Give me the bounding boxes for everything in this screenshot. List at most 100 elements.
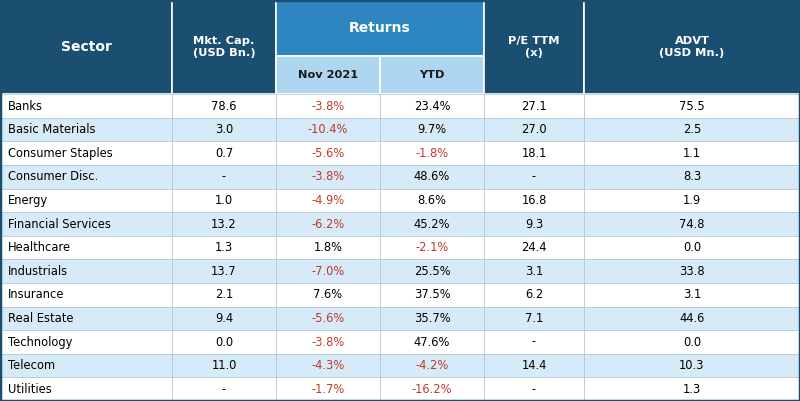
Text: YTD: YTD bbox=[419, 70, 445, 80]
Text: 11.0: 11.0 bbox=[211, 359, 237, 372]
Text: -6.2%: -6.2% bbox=[311, 217, 345, 231]
Bar bbox=[276, 212, 380, 236]
Bar bbox=[276, 377, 380, 401]
Text: 0.7: 0.7 bbox=[215, 147, 233, 160]
Bar bbox=[276, 354, 380, 377]
Bar bbox=[380, 330, 484, 354]
Bar bbox=[0, 212, 172, 236]
Text: Utilities: Utilities bbox=[8, 383, 52, 396]
Bar bbox=[0, 142, 172, 165]
Text: -7.0%: -7.0% bbox=[311, 265, 345, 278]
Text: 18.1: 18.1 bbox=[522, 147, 546, 160]
Bar bbox=[172, 94, 276, 118]
Text: 44.6: 44.6 bbox=[679, 312, 705, 325]
Text: 9.3: 9.3 bbox=[525, 217, 543, 231]
Text: 3.1: 3.1 bbox=[525, 265, 543, 278]
Bar bbox=[484, 377, 584, 401]
Bar bbox=[172, 377, 276, 401]
Text: Healthcare: Healthcare bbox=[8, 241, 71, 254]
Bar bbox=[484, 142, 584, 165]
Text: -: - bbox=[222, 170, 226, 183]
Bar bbox=[380, 377, 484, 401]
Bar bbox=[276, 165, 380, 188]
Text: 27.1: 27.1 bbox=[521, 99, 547, 113]
Bar bbox=[584, 212, 800, 236]
Text: P/E TTM
(x): P/E TTM (x) bbox=[508, 36, 560, 58]
Text: -: - bbox=[532, 336, 536, 348]
Bar bbox=[172, 283, 276, 307]
Text: Technology: Technology bbox=[8, 336, 72, 348]
Text: 9.7%: 9.7% bbox=[418, 123, 446, 136]
Bar bbox=[584, 259, 800, 283]
Bar bbox=[0, 377, 172, 401]
Bar bbox=[172, 212, 276, 236]
Bar bbox=[380, 212, 484, 236]
Text: 3.1: 3.1 bbox=[683, 288, 701, 301]
Text: -: - bbox=[222, 383, 226, 396]
Text: -10.4%: -10.4% bbox=[308, 123, 348, 136]
Bar bbox=[584, 377, 800, 401]
Text: -3.8%: -3.8% bbox=[311, 99, 345, 113]
Bar bbox=[172, 330, 276, 354]
Bar bbox=[584, 0, 800, 94]
Text: -4.2%: -4.2% bbox=[415, 359, 449, 372]
Bar bbox=[0, 354, 172, 377]
Bar bbox=[584, 283, 800, 307]
Bar bbox=[276, 118, 380, 142]
Text: 10.3: 10.3 bbox=[679, 359, 705, 372]
Bar bbox=[276, 330, 380, 354]
Text: 74.8: 74.8 bbox=[679, 217, 705, 231]
Bar bbox=[172, 236, 276, 259]
Text: Industrials: Industrials bbox=[8, 265, 68, 278]
Text: -4.3%: -4.3% bbox=[311, 359, 345, 372]
Bar bbox=[484, 165, 584, 188]
Bar bbox=[584, 330, 800, 354]
Text: 37.5%: 37.5% bbox=[414, 288, 450, 301]
Text: 7.6%: 7.6% bbox=[314, 288, 342, 301]
Text: -5.6%: -5.6% bbox=[311, 312, 345, 325]
Text: 8.6%: 8.6% bbox=[418, 194, 446, 207]
Text: 14.4: 14.4 bbox=[522, 359, 546, 372]
Text: 2.1: 2.1 bbox=[215, 288, 233, 301]
Bar bbox=[172, 354, 276, 377]
Text: -: - bbox=[532, 383, 536, 396]
Text: 33.8: 33.8 bbox=[679, 265, 705, 278]
Text: 0.0: 0.0 bbox=[683, 241, 701, 254]
Text: 0.0: 0.0 bbox=[683, 336, 701, 348]
Bar bbox=[0, 118, 172, 142]
Bar bbox=[380, 259, 484, 283]
Bar bbox=[380, 56, 484, 94]
Text: -4.9%: -4.9% bbox=[311, 194, 345, 207]
Text: 35.7%: 35.7% bbox=[414, 312, 450, 325]
Text: 48.6%: 48.6% bbox=[414, 170, 450, 183]
Bar bbox=[0, 330, 172, 354]
Bar bbox=[0, 188, 172, 212]
Bar bbox=[0, 307, 172, 330]
Bar bbox=[276, 94, 380, 118]
Bar bbox=[484, 283, 584, 307]
Bar bbox=[276, 259, 380, 283]
Text: 6.2: 6.2 bbox=[525, 288, 543, 301]
Text: 1.3: 1.3 bbox=[215, 241, 233, 254]
Bar bbox=[0, 165, 172, 188]
Text: Insurance: Insurance bbox=[8, 288, 65, 301]
Text: Nov 2021: Nov 2021 bbox=[298, 70, 358, 80]
Bar bbox=[0, 236, 172, 259]
Text: 2.5: 2.5 bbox=[683, 123, 701, 136]
Text: ADVT
(USD Mn.): ADVT (USD Mn.) bbox=[659, 36, 725, 58]
Bar bbox=[584, 188, 800, 212]
Bar bbox=[380, 118, 484, 142]
Bar bbox=[0, 0, 172, 94]
Text: 7.1: 7.1 bbox=[525, 312, 543, 325]
Text: Telecom: Telecom bbox=[8, 359, 55, 372]
Bar bbox=[484, 212, 584, 236]
Bar bbox=[172, 188, 276, 212]
Bar bbox=[484, 188, 584, 212]
Text: -: - bbox=[532, 170, 536, 183]
Text: Financial Services: Financial Services bbox=[8, 217, 111, 231]
Bar bbox=[380, 236, 484, 259]
Text: Consumer Disc.: Consumer Disc. bbox=[8, 170, 98, 183]
Bar bbox=[276, 236, 380, 259]
Bar bbox=[584, 94, 800, 118]
Bar bbox=[172, 142, 276, 165]
